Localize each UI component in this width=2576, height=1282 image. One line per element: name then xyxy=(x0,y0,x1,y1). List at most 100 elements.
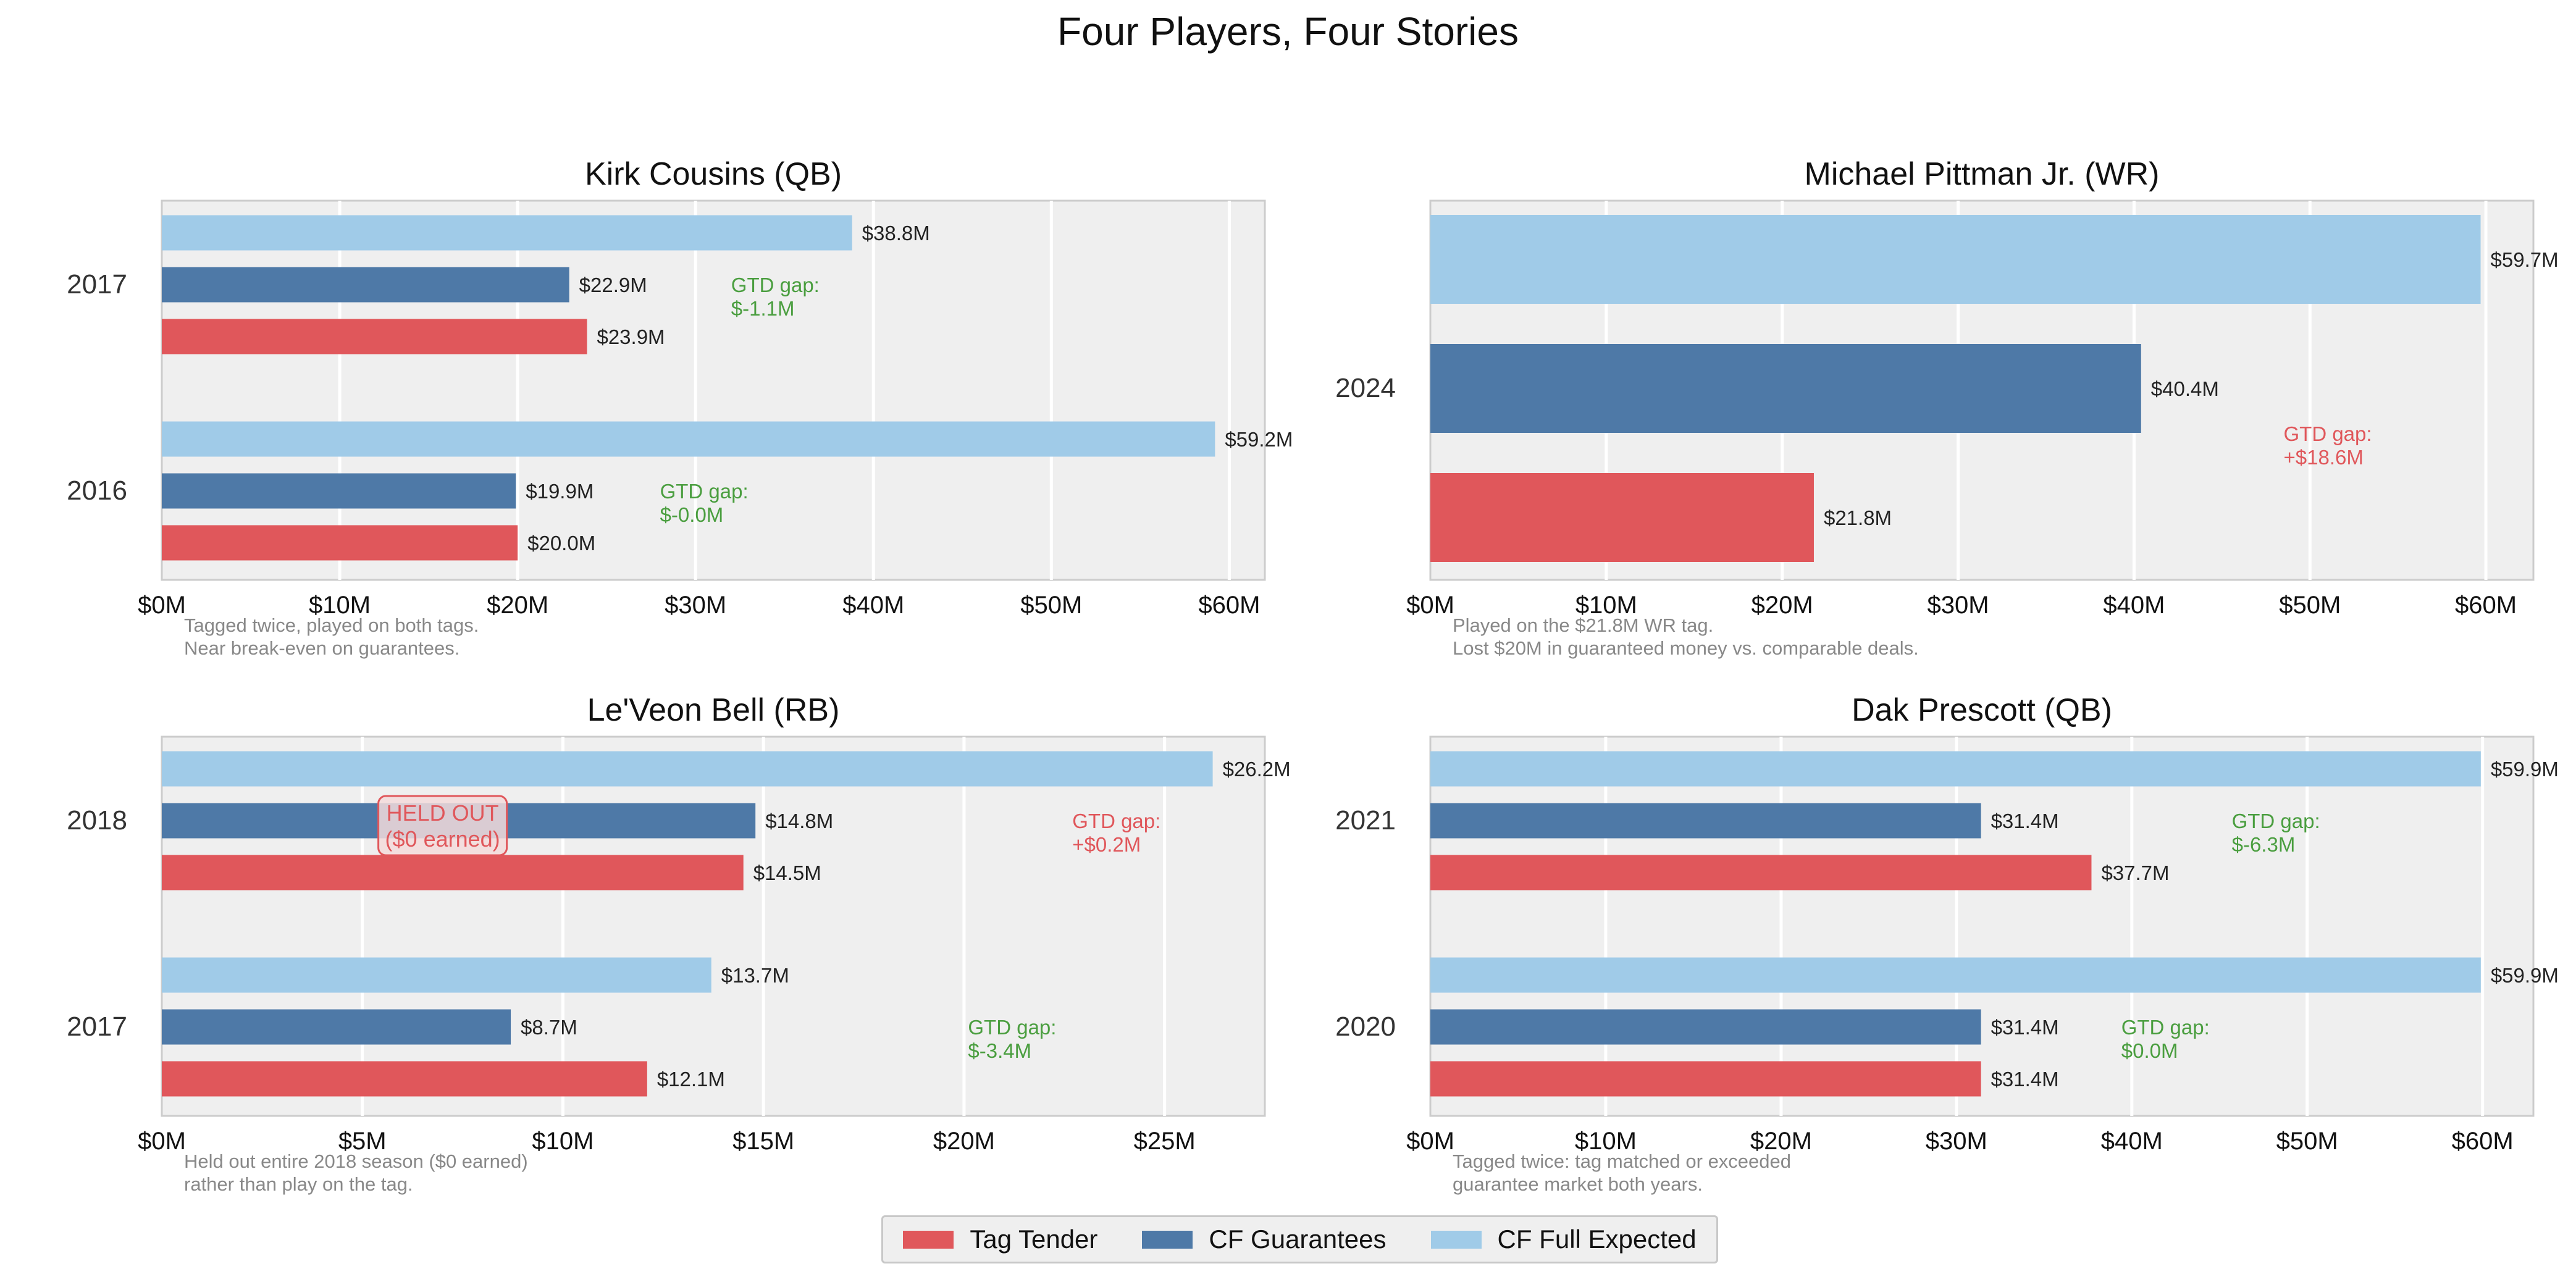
y-tick-label: 2024 xyxy=(1335,373,1396,403)
panel-title: Dak Prescott (QB) xyxy=(1852,692,2112,728)
data-label: $21.8M xyxy=(1824,506,1892,529)
x-tick-label: $5M xyxy=(338,1128,387,1155)
bar-cf-guarantees-2016 xyxy=(162,473,516,509)
bar-cf-full-expected-2021 xyxy=(1430,751,2481,787)
bar-tag-tender-2017 xyxy=(162,319,587,354)
legend-label-tag-tender: Tag Tender xyxy=(970,1225,1098,1254)
data-label: $26.2M xyxy=(1223,758,1291,781)
legend-swatch-tag-tender xyxy=(903,1230,954,1249)
bar-cf-full-expected-2024 xyxy=(1430,215,2481,304)
data-label: $31.4M xyxy=(1991,1068,2059,1091)
bar-tag-tender-2016 xyxy=(162,525,518,561)
y-tick-label: 2018 xyxy=(67,805,127,836)
x-tick-label: $20M xyxy=(487,592,548,619)
bar-cf-full-expected-2020 xyxy=(1430,957,2481,993)
chart-panel-2: Michael Pittman Jr. (WR) $0M $10M $20M $30M $… xyxy=(1335,156,2559,659)
bar-cf-full-expected-2016 xyxy=(162,421,1215,457)
legend: Tag Tender CF Guarantees CF Full Expecte… xyxy=(881,1215,1718,1263)
panel-note: Held out entire 2018 season ($0 earned) xyxy=(184,1150,528,1172)
data-label: $22.9M xyxy=(579,274,647,296)
x-tick-label: $30M xyxy=(1926,1128,1987,1155)
data-label: $59.2M xyxy=(1225,428,1293,451)
legend-item-cf-guarantees: CF Guarantees xyxy=(1142,1225,1387,1254)
x-tick-label: $40M xyxy=(842,592,904,619)
x-tick-label: $30M xyxy=(665,592,726,619)
bar-cf-full-expected-2017 xyxy=(162,957,711,993)
held-out-callout-box xyxy=(377,795,508,857)
x-tick-label: $15M xyxy=(732,1128,794,1155)
x-tick-label: $0M xyxy=(138,592,186,619)
chart-panel-1: Kirk Cousins (QB) $0M $10M $20M $30M $40M $50M… xyxy=(67,156,1293,659)
panel-note: Played on the $21.8M WR tag. xyxy=(1453,614,1713,636)
panel-note: guarantee market both years. xyxy=(1453,1173,1703,1195)
gtd-gap-label: GTD gap: xyxy=(660,480,749,503)
gtd-gap-label: GTD gap: xyxy=(2232,810,2320,832)
x-tick-label: $10M xyxy=(532,1128,594,1155)
x-tick-label: $60M xyxy=(1198,592,1260,619)
data-label: $19.9M xyxy=(526,480,594,503)
gtd-gap-label: GTD gap: xyxy=(1072,810,1160,832)
panel-note: Lost $20M in guaranteed money vs. compar… xyxy=(1453,637,1919,659)
panel-note: Tagged twice: tag matched or exceeded xyxy=(1453,1150,1791,1172)
panel-title: Kirk Cousins (QB) xyxy=(585,156,842,192)
legend-item-tag-tender: Tag Tender xyxy=(903,1225,1097,1254)
legend-label-cf-guarantees: CF Guarantees xyxy=(1209,1225,1387,1254)
x-tick-label: $50M xyxy=(2276,1128,2338,1155)
x-tick-label: $30M xyxy=(1928,592,1989,619)
data-label: $59.9M xyxy=(2491,964,2559,987)
data-label: $31.4M xyxy=(1991,810,2059,832)
gtd-gap-value: +$0.2M xyxy=(1072,833,1141,856)
data-label: $38.8M xyxy=(862,222,930,245)
x-tick-label: $20M xyxy=(933,1128,995,1155)
panel-note: Tagged twice, played on both tags. xyxy=(184,614,479,636)
panel-note: rather than play on the tag. xyxy=(184,1173,413,1195)
x-tick-label: $60M xyxy=(2452,1128,2514,1155)
data-label: $37.7M xyxy=(2101,861,2169,884)
bar-tag-tender-2024 xyxy=(1430,473,1814,562)
bar-tag-tender-2017 xyxy=(162,1061,647,1097)
plot-area xyxy=(161,735,1266,1117)
held-out-callout-line1: HELD OUT xyxy=(387,800,499,826)
y-tick-label: 2016 xyxy=(67,476,127,506)
data-label: $31.4M xyxy=(1991,1016,2059,1039)
x-tick-label: $25M xyxy=(1134,1128,1196,1155)
gtd-gap-value: +$18.6M xyxy=(2284,446,2364,469)
data-label: $40.4M xyxy=(2151,377,2219,400)
gtd-gap-label: GTD gap: xyxy=(731,274,820,296)
y-tick-label: 2017 xyxy=(67,269,127,300)
bar-tag-tender-2021 xyxy=(1430,855,2092,890)
x-tick-label: $20M xyxy=(1750,1128,1812,1155)
legend-swatch-cf-full-expected xyxy=(1430,1230,1482,1249)
gtd-gap-value: $0.0M xyxy=(2121,1039,2178,1062)
x-tick-label: $50M xyxy=(2279,592,2341,619)
bar-cf-guarantees-2024 xyxy=(1430,344,2141,433)
gtd-gap-label: GTD gap: xyxy=(968,1016,1056,1039)
data-label: $59.9M xyxy=(2491,758,2559,781)
y-tick-label: 2021 xyxy=(1335,805,1396,836)
gtd-gap-value: $-1.1M xyxy=(731,297,795,320)
x-tick-label: $40M xyxy=(2101,1128,2163,1155)
bar-tag-tender-2020 xyxy=(1430,1061,1981,1097)
legend-label-cf-full-expected: CF Full Expected xyxy=(1497,1225,1697,1254)
gtd-gap-value: $-6.3M xyxy=(2232,833,2296,856)
x-tick-label: $0M xyxy=(1406,1128,1454,1155)
chart-panel-4: Dak Prescott (QB) $0M $10M $20M $30M $40M $50M… xyxy=(1335,692,2559,1195)
y-tick-label: 2020 xyxy=(1335,1012,1396,1042)
plot-area xyxy=(161,199,1266,581)
data-label: $8.7M xyxy=(521,1016,577,1039)
held-out-callout-line2: ($0 earned) xyxy=(385,826,500,852)
data-label: $20.0M xyxy=(527,532,595,555)
data-label: $12.1M xyxy=(657,1068,725,1091)
data-label: $23.9M xyxy=(597,325,665,348)
x-tick-label: $50M xyxy=(1020,592,1082,619)
gtd-gap-label: GTD gap: xyxy=(2121,1016,2210,1039)
bar-cf-guarantees-2017 xyxy=(162,1009,511,1045)
x-tick-label: $20M xyxy=(1752,592,1813,619)
bar-cf-guarantees-2017 xyxy=(162,267,569,303)
bar-cf-full-expected-2018 xyxy=(162,751,1213,787)
x-tick-label: $10M xyxy=(1575,1128,1637,1155)
y-tick-label: 2017 xyxy=(67,1012,127,1042)
legend-swatch-cf-guarantees xyxy=(1142,1230,1193,1249)
bar-cf-guarantees-2021 xyxy=(1430,803,1981,839)
